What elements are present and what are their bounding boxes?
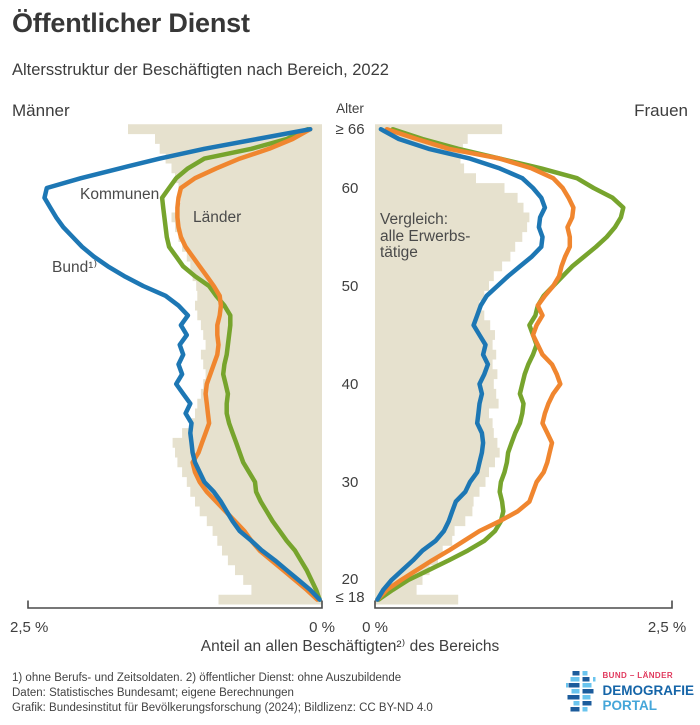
- panel-label-men: Männer: [12, 101, 70, 120]
- demografie-portal-logo-icon: [566, 671, 596, 712]
- footnotes: 1) ohne Berufs- und Zeitsoldaten. 2) öff…: [12, 671, 433, 716]
- page-title: Öffentlicher Dienst: [12, 8, 250, 38]
- x-axis-left: [27, 600, 323, 609]
- x-tick-right-2-5: 2,5 %: [647, 619, 687, 636]
- age-tick-60: 60: [341, 180, 359, 197]
- x-axis-right: [374, 600, 673, 609]
- men-kommunen-line: [159, 126, 322, 602]
- logo-line-portal: PORTAL: [602, 698, 657, 713]
- age-tick-66: ≥ 66: [335, 121, 365, 138]
- women-bund-line: [375, 126, 548, 602]
- panel-label-women: Frauen: [634, 101, 688, 120]
- series-label-vergleich: Vergleich: alle Erwerbs- tätige: [380, 211, 471, 261]
- age-tick-20: 20: [341, 571, 359, 588]
- x-tick-left-0: 0 %: [309, 619, 335, 636]
- x-tick-left-2-5: 2,5 %: [10, 619, 49, 636]
- women-laender-line: [375, 126, 576, 602]
- age-tick-18: ≤ 18: [335, 589, 365, 606]
- footnote-1: 1) ohne Berufs- und Zeitsoldaten. 2) öff…: [12, 672, 402, 684]
- age-tick-30: 30: [341, 474, 359, 491]
- footnote-2: Daten: Statistisches Bundesamt; eigene B…: [12, 687, 294, 699]
- footnote-3: Grafik: Bundesinstitut für Bevölkerungsf…: [12, 702, 433, 714]
- men-bund-line: [42, 126, 322, 602]
- age-tick-50: 50: [341, 278, 359, 295]
- series-label-kommunen: Kommunen: [80, 186, 160, 203]
- x-tick-right-0: 0 %: [362, 619, 388, 636]
- women-alle-erwerbstaetige-area: [375, 124, 530, 605]
- logo-line-bund-laender: BUND – LÄNDER: [602, 671, 674, 680]
- page-subtitle: Altersstruktur der Beschäftigten nach Be…: [12, 61, 389, 79]
- series-label-bund: Bund¹⁾: [52, 259, 98, 276]
- series-label-laender: Länder: [193, 209, 242, 226]
- x-axis-title: Anteil an allen Beschäftigten²⁾ des Bere…: [200, 638, 500, 655]
- age-axis-header: Alter: [336, 101, 364, 116]
- logo-line-demografie: DEMOGRAFIE: [602, 683, 694, 698]
- age-tick-40: 40: [341, 376, 359, 393]
- demografie-portal-logo: BUND – LÄNDER DEMOGRAFIE PORTAL: [566, 669, 694, 715]
